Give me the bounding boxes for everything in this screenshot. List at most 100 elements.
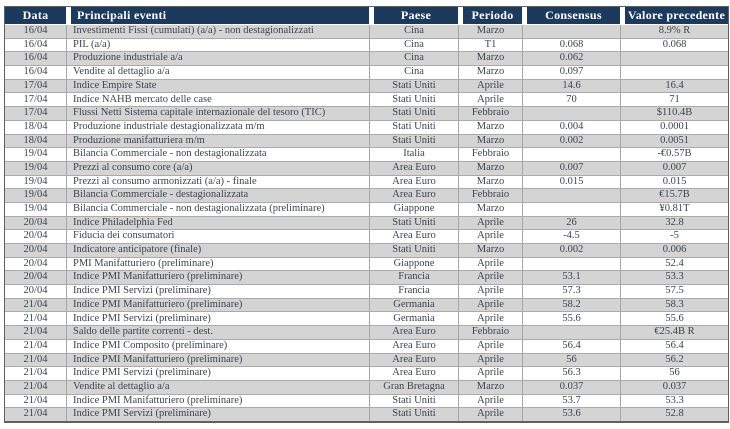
cell-consensus: 0.002 (522, 244, 620, 258)
table-row: 21/04 Indice PMI Manifatturiero (prelimin… (5, 394, 728, 409)
economic-calendar-table: Data Principali eventi Paese Periodo Con… (4, 6, 729, 423)
cell-period: Marzo (458, 52, 522, 67)
cell-previous-value: €25.4B R (620, 326, 728, 340)
cell-country: Stati Uniti (369, 93, 458, 108)
cell-period: Aprile (458, 93, 522, 108)
table-row: 17/04 Flussi Netti Sistema capitale inter… (5, 107, 728, 121)
cell-date: 19/04 (5, 175, 66, 190)
cell-consensus: 0.062 (522, 52, 620, 67)
table-row: 21/04 Indice PMI Servizi (preliminare) Ger… (5, 312, 728, 327)
cell-previous-value (620, 66, 728, 80)
cell-previous-value: 0.068 (620, 38, 728, 53)
table-row: 21/04 Vendite al dettaglio a/a Gran Bretag… (5, 380, 728, 395)
table-row: 20/04 Fiducia dei consumatori Area Euro Apr… (5, 230, 728, 244)
cell-country: Cina (369, 38, 458, 53)
cell-period: Marzo (458, 202, 522, 217)
cell-previous-value: 0.015 (620, 175, 728, 190)
cell-country: Giappone (369, 202, 458, 217)
cell-country: Stati Uniti (369, 394, 458, 409)
cell-date: 21/04 (5, 408, 66, 421)
cell-period: Aprile (458, 408, 522, 421)
cell-period: Aprile (458, 312, 522, 327)
cell-previous-value: 53.3 (620, 271, 728, 286)
cell-event: Bilancia Commerciale - non destagionaliz… (66, 148, 369, 162)
cell-country: Cina (369, 25, 458, 39)
cell-date: 21/04 (5, 339, 66, 354)
cell-event: Produzione industriale destagionalizzata… (66, 120, 369, 135)
cell-country: Area Euro (369, 353, 458, 368)
cell-event: Bilancia Commerciale - non destagionaliz… (66, 202, 369, 217)
cell-event: Vendite al dettaglio a/a (66, 380, 369, 395)
cell-previous-value: 52.4 (620, 257, 728, 272)
cell-period: Marzo (458, 161, 522, 176)
cell-consensus: 58.2 (522, 298, 620, 313)
cell-event: Flussi Netti Sistema capitale internazio… (66, 107, 369, 121)
cell-event: Indice PMI Composito (preliminare) (66, 339, 369, 354)
cell-period: Marzo (458, 175, 522, 190)
col-header-country: Paese (369, 7, 458, 25)
cell-event: Saldo delle partite correnti - dest. (66, 326, 369, 340)
table-row: 20/04 PMI Manifatturiero (preliminare) Gia… (5, 257, 728, 272)
cell-country: Germania (369, 298, 458, 313)
cell-period: Febbraio (458, 107, 522, 121)
cell-event: Investimenti Fissi (cumulati) (a/a) - no… (66, 25, 369, 39)
cell-date: 21/04 (5, 380, 66, 395)
cell-date: 20/04 (5, 216, 66, 231)
table-body: 16/04 Investimenti Fissi (cumulati) (a/a)… (5, 25, 728, 421)
col-header-previous-value: Valore precedente (620, 7, 728, 25)
cell-date: 18/04 (5, 120, 66, 135)
cell-event: Prezzi al consumo core (a/a) (66, 161, 369, 176)
cell-consensus: 0.015 (522, 175, 620, 190)
cell-previous-value: 0.0001 (620, 120, 728, 135)
col-header-period: Periodo (458, 7, 522, 25)
cell-event: Indice PMI Servizi (preliminare) (66, 408, 369, 421)
cell-consensus: 56.3 (522, 367, 620, 381)
cell-event: Produzione manifatturiera m/m (66, 134, 369, 149)
table-row: 21/04 Indice PMI Manifatturiero (prelimin… (5, 298, 728, 313)
cell-consensus: 26 (522, 216, 620, 231)
cell-date: 18/04 (5, 134, 66, 149)
cell-country: Gran Bretagna (369, 380, 458, 395)
cell-country: Area Euro (369, 161, 458, 176)
cell-consensus: 14.6 (522, 79, 620, 94)
cell-period: Marzo (458, 66, 522, 80)
cell-consensus: 0.004 (522, 120, 620, 135)
table-row: 20/04 Indice PMI Manifatturiero (prelimin… (5, 271, 728, 286)
cell-period: Marzo (458, 134, 522, 149)
col-header-date: Data (5, 7, 66, 25)
cell-country: Cina (369, 66, 458, 80)
cell-event: Indice PMI Servizi (preliminare) (66, 312, 369, 327)
cell-consensus: 53.7 (522, 394, 620, 409)
cell-event: Indice PMI Servizi (preliminare) (66, 367, 369, 381)
table-row: 20/04 Indice PMI Servizi (preliminare) Fra… (5, 285, 728, 299)
cell-consensus: 56 (522, 353, 620, 368)
cell-date: 20/04 (5, 244, 66, 258)
cell-period: Febbraio (458, 189, 522, 203)
table-row: 17/04 Indice Empire State Stati Uniti April… (5, 79, 728, 94)
cell-period: Febbraio (458, 148, 522, 162)
table-row: 17/04 Indice NAHB mercato delle case Stati… (5, 93, 728, 108)
cell-event: PIL (a/a) (66, 38, 369, 53)
cell-date: 21/04 (5, 326, 66, 340)
cell-country: Stati Uniti (369, 79, 458, 94)
cell-date: 19/04 (5, 148, 66, 162)
cell-consensus: 0.037 (522, 380, 620, 395)
cell-date: 21/04 (5, 312, 66, 327)
cell-consensus (522, 257, 620, 272)
cell-period: Aprile (458, 230, 522, 244)
cell-period: Aprile (458, 271, 522, 286)
table-row: 16/04 Produzione industriale a/a Cina Marzo… (5, 52, 728, 67)
cell-consensus: 57.3 (522, 285, 620, 299)
cell-country: Stati Uniti (369, 216, 458, 231)
cell-consensus (522, 25, 620, 39)
cell-consensus (522, 148, 620, 162)
cell-previous-value (620, 52, 728, 67)
cell-date: 17/04 (5, 79, 66, 94)
cell-previous-value: 56 (620, 367, 728, 381)
cell-date: 19/04 (5, 189, 66, 203)
cell-event: Indice NAHB mercato delle case (66, 93, 369, 108)
cell-period: T1 (458, 38, 522, 53)
cell-country: Stati Uniti (369, 107, 458, 121)
cell-previous-value: €15.7B (620, 189, 728, 203)
table-row: 16/04 Investimenti Fissi (cumulati) (a/a)… (5, 25, 728, 39)
